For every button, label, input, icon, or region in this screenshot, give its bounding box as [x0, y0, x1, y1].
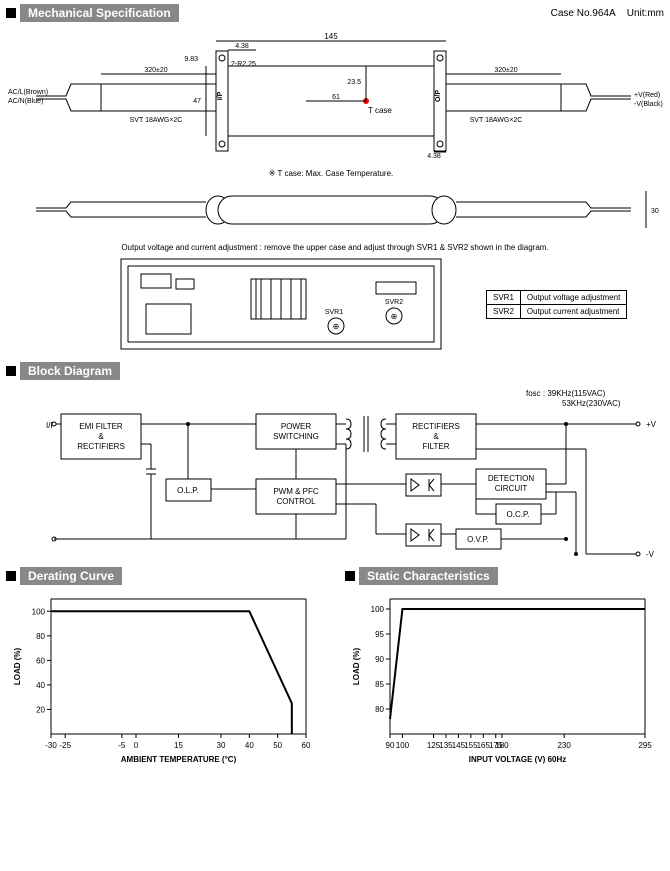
svg-text:T case: T case	[368, 106, 392, 115]
svg-text:O.V.P.: O.V.P.	[467, 535, 489, 544]
svg-text:80: 80	[375, 705, 384, 714]
svg-text:SVR2: SVR2	[385, 299, 403, 306]
svg-text:O.L.P.: O.L.P.	[177, 486, 199, 495]
svg-text:95: 95	[375, 630, 384, 639]
svg-text:I/P: I/P	[217, 91, 224, 100]
svg-text:fosc : 39KHz(115VAC): fosc : 39KHz(115VAC)	[526, 389, 606, 398]
svg-text:90: 90	[375, 655, 384, 664]
svg-text:LOAD (%): LOAD (%)	[352, 648, 361, 686]
svg-text:100: 100	[371, 605, 385, 614]
svg-text:60: 60	[302, 741, 311, 750]
svg-text:23.5: 23.5	[347, 79, 361, 86]
svg-text:INPUT VOLTAGE (V) 60Hz: INPUT VOLTAGE (V) 60Hz	[469, 755, 567, 764]
block-diagram: fosc : 39KHz(115VAC) 53KHz(230VAC) EMI F…	[6, 384, 666, 559]
svg-text:+V(Red): +V(Red)	[634, 92, 660, 99]
svg-text:30: 30	[217, 741, 226, 750]
svg-text:DETECTION: DETECTION	[488, 474, 534, 483]
svg-text:145: 145	[324, 32, 338, 41]
svg-text:80: 80	[36, 632, 45, 641]
mech-drawing-top: T case 145 4.38 47 9.83 320±20 320±20 SV…	[6, 26, 666, 186]
svg-text:AC/L(Brown): AC/L(Brown)	[8, 89, 48, 96]
svg-text:40: 40	[245, 741, 254, 750]
svg-text:295: 295	[638, 741, 652, 750]
svg-text:LOAD (%): LOAD (%)	[13, 648, 22, 686]
svg-text:CIRCUIT: CIRCUIT	[495, 484, 528, 493]
svg-text:2-R2.25: 2-R2.25	[231, 61, 256, 68]
svg-text:320±20: 320±20	[494, 67, 517, 74]
svg-text:RECTIFIERS: RECTIFIERS	[77, 442, 125, 451]
svg-text:15: 15	[174, 741, 183, 750]
svg-text:SVR1: SVR1	[325, 309, 343, 316]
derating-chart: 20 40 60 80 100 -30-25 -5 0 15 30 40 50 60 LOAD (%) AM…	[6, 589, 316, 764]
svg-text:SWITCHING: SWITCHING	[273, 432, 319, 441]
svr-table: SVR1Output voltage adjustment SVR2Output…	[486, 290, 627, 319]
block-section-header: Block Diagram	[6, 362, 664, 380]
block-title: Block Diagram	[20, 362, 120, 380]
svg-text:4.38: 4.38	[427, 153, 441, 160]
svg-text:&: &	[433, 432, 439, 441]
svg-text:SVT 18AWG×2C: SVT 18AWG×2C	[470, 117, 523, 124]
svg-text:O/P: O/P	[435, 90, 442, 102]
svg-text:4.38: 4.38	[235, 43, 249, 50]
svg-text:-25: -25	[59, 741, 71, 750]
mech-title: Mechanical Specification	[20, 4, 179, 22]
svg-text:+V: +V	[646, 420, 657, 429]
case-no: Case No.964A Unit:mm	[551, 8, 664, 19]
svg-text:-5: -5	[118, 741, 126, 750]
svg-text:POWER: POWER	[281, 422, 311, 431]
svg-text:AC/N(Blue): AC/N(Blue)	[8, 98, 43, 105]
svg-text:100: 100	[396, 741, 410, 750]
adjust-note: Output voltage and current adjustment : …	[6, 241, 664, 254]
svg-text:-V: -V	[646, 550, 655, 559]
svg-text:-30: -30	[45, 741, 57, 750]
svg-text:47: 47	[193, 98, 201, 105]
svg-text:61: 61	[332, 94, 340, 101]
svg-text:0: 0	[134, 741, 139, 750]
svg-text:60: 60	[36, 656, 45, 665]
mech-drawing-side: 30	[6, 186, 666, 241]
svg-text:FILTER: FILTER	[423, 442, 450, 451]
svg-text:SVT 18AWG×2C: SVT 18AWG×2C	[130, 117, 183, 124]
svg-text:85: 85	[375, 680, 384, 689]
svg-text:AMBIENT TEMPERATURE (°C): AMBIENT TEMPERATURE (°C)	[121, 755, 237, 764]
svg-text:53KHz(230VAC): 53KHz(230VAC)	[562, 399, 621, 408]
svg-text:100: 100	[32, 607, 46, 616]
svg-text:50: 50	[273, 741, 282, 750]
svg-text:20: 20	[36, 705, 45, 714]
svg-text:230: 230	[557, 741, 571, 750]
static-header: Static Characteristics	[345, 567, 664, 585]
svg-text:&: &	[98, 432, 104, 441]
svg-text:⊕: ⊕	[391, 312, 398, 321]
svg-text:9.83: 9.83	[184, 56, 198, 63]
svg-text:⊕: ⊕	[333, 322, 340, 331]
static-chart: 8085909510090100125135145155165175180230…	[345, 589, 655, 764]
svg-text:40: 40	[36, 681, 45, 690]
svg-text:90: 90	[386, 741, 395, 750]
svg-text:CONTROL: CONTROL	[276, 497, 316, 506]
mech-section-header: Mechanical Specification Case No.964A Un…	[6, 4, 664, 22]
svg-text:-V(Black): -V(Black)	[634, 101, 663, 108]
svg-text:180: 180	[495, 741, 509, 750]
pcb-drawing: ⊕ SVR1 ⊕ SVR2	[116, 254, 456, 354]
svg-text:30: 30	[651, 208, 659, 215]
svg-text:PWM & PFC: PWM & PFC	[273, 487, 319, 496]
svg-text:RECTIFIERS: RECTIFIERS	[412, 422, 460, 431]
derate-header: Derating Curve	[6, 567, 325, 585]
svg-text:O.C.P.: O.C.P.	[507, 510, 530, 519]
svg-text:EMI FILTER: EMI FILTER	[79, 422, 123, 431]
svg-text:※ T case: Max. Case Temperatur: ※ T case: Max. Case Temperature.	[269, 169, 394, 178]
svg-text:320±20: 320±20	[144, 67, 167, 74]
